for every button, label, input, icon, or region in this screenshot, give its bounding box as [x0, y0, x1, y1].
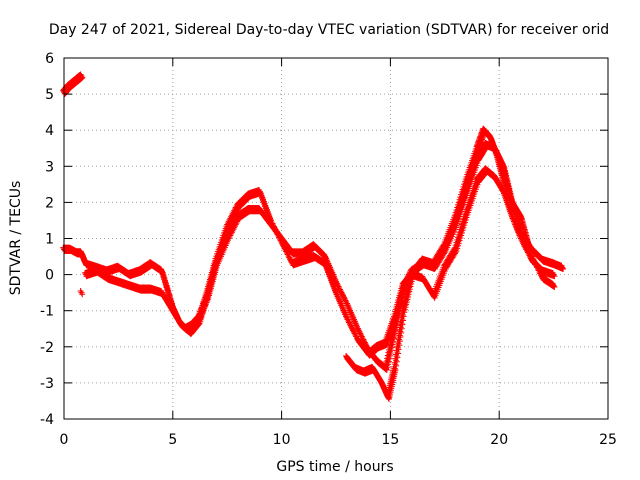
data-series [60, 71, 567, 402]
data-point [560, 265, 567, 272]
chart-title: Day 247 of 2021, Sidereal Day-to-day VTE… [49, 22, 609, 38]
grid-lines [64, 58, 608, 419]
